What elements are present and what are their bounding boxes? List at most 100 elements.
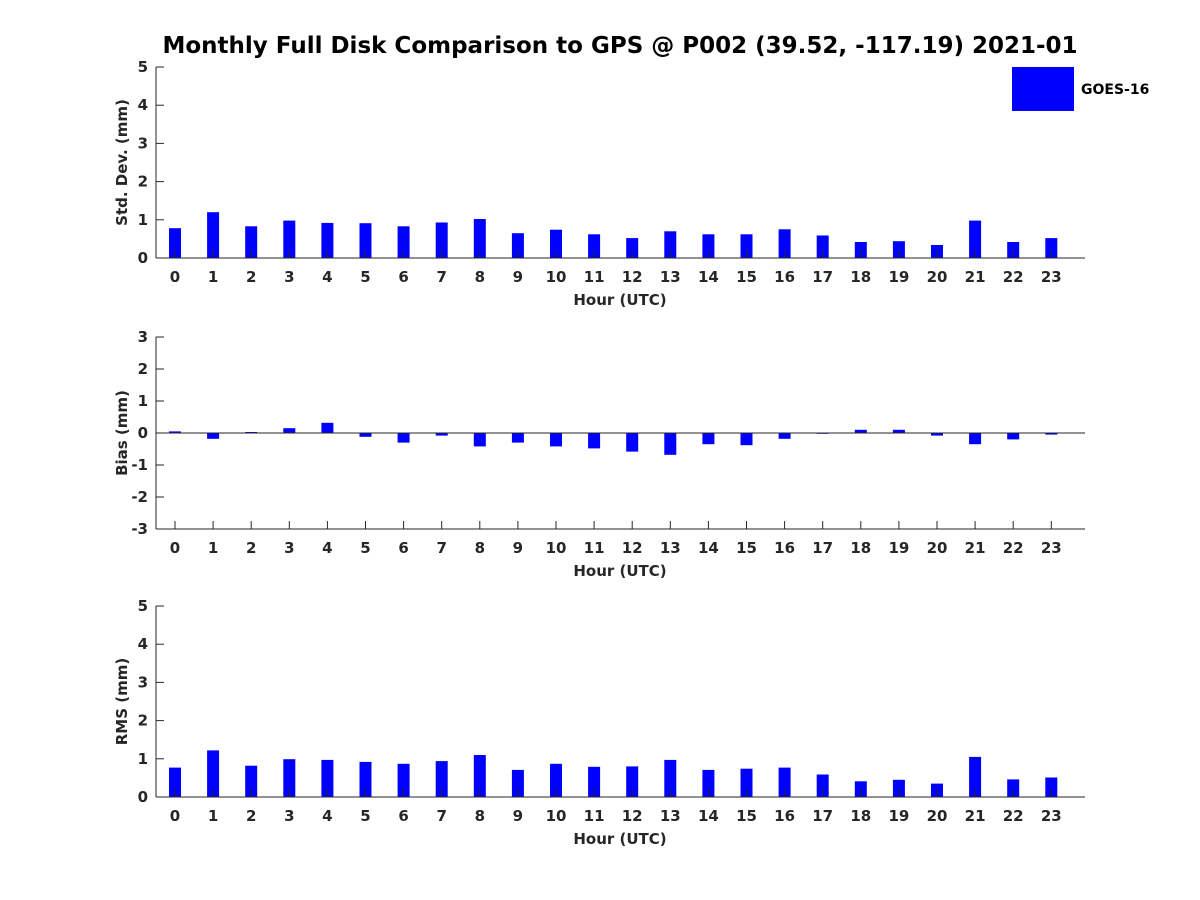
bias-bar-10 [550, 433, 562, 447]
rms-x-tick-label: 4 [322, 807, 332, 825]
std-x-tick-label: 8 [475, 268, 485, 286]
std-x-tick-label: 7 [436, 268, 446, 286]
bias-bar-13 [664, 433, 677, 455]
rms-bar-11 [588, 766, 601, 797]
legend-swatch [1012, 67, 1074, 111]
bias-x-tick-label: 14 [698, 539, 719, 557]
rms-x-tick-label: 15 [736, 807, 757, 825]
std-y-tick-label: 5 [138, 58, 148, 76]
rms-x-tick-label: 22 [1003, 807, 1024, 825]
bias-x-tick-label: 17 [812, 539, 833, 557]
rms-bar-2 [245, 765, 258, 797]
bias-bar-23 [1045, 433, 1058, 435]
std-x-tick-label: 14 [698, 268, 719, 286]
std-x-tick-label: 19 [888, 268, 909, 286]
rms-y-tick-label: 3 [138, 673, 148, 691]
bias-bar-22 [1007, 433, 1020, 440]
std-x-tick-label: 2 [246, 268, 256, 286]
bias-bar-9 [511, 433, 524, 443]
std-bar-15 [740, 234, 753, 258]
std-bar-5 [359, 223, 372, 258]
bias-y-axis-label: Bias (mm) [113, 390, 131, 476]
bias-bar-8 [473, 433, 486, 447]
bias-bar-19 [892, 429, 905, 433]
bias-x-tick-label: 18 [850, 539, 871, 557]
rms-y-tick-label: 0 [138, 788, 148, 806]
std-x-tick-label: 3 [284, 268, 294, 286]
rms-y-tick-label: 1 [138, 750, 148, 768]
bias-bar-4 [321, 422, 334, 433]
rms-x-tick-label: 10 [546, 807, 567, 825]
std-bar-19 [892, 241, 905, 258]
std-x-tick-label: 22 [1003, 268, 1024, 286]
std-x-tick-label: 9 [513, 268, 523, 286]
rms-bar-19 [892, 779, 905, 797]
std-x-tick-label: 0 [170, 268, 180, 286]
rms-x-tick-label: 3 [284, 807, 294, 825]
rms-y-tick-label: 2 [138, 712, 148, 730]
bias-x-tick-label: 20 [927, 539, 948, 557]
bias-bar-0 [169, 431, 181, 433]
bias-y-tick-label: -2 [131, 488, 148, 506]
std-bar-4 [321, 222, 334, 258]
rms-x-tick-label: 14 [698, 807, 719, 825]
rms-x-tick-label: 20 [927, 807, 948, 825]
bias-x-tick-label: 1 [208, 539, 218, 557]
std-y-tick-label: 4 [138, 96, 148, 114]
rms-y-tick-label: 4 [138, 635, 148, 653]
bias-x-tick-label: 13 [660, 539, 681, 557]
rms-bar-7 [435, 761, 448, 797]
chart-title: Monthly Full Disk Comparison to GPS @ P0… [162, 33, 1077, 59]
bias-x-tick-label: 12 [622, 539, 643, 557]
std-x-tick-label: 23 [1041, 268, 1062, 286]
std-x-tick-label: 5 [360, 268, 370, 286]
bias-x-tick-label: 8 [475, 539, 485, 557]
std-x-tick-label: 15 [736, 268, 757, 286]
bias-bar-12 [626, 433, 639, 452]
bias-bar-7 [435, 433, 448, 436]
std-x-tick-label: 21 [965, 268, 986, 286]
rms-bar-10 [550, 763, 562, 797]
bias-x-axis-label: Hour (UTC) [573, 562, 666, 580]
bias-x-tick-label: 4 [322, 539, 332, 557]
rms-x-tick-label: 6 [398, 807, 408, 825]
bias-x-tick-label: 6 [398, 539, 408, 557]
std-bar-8 [473, 219, 486, 258]
rms-x-tick-label: 23 [1041, 807, 1062, 825]
std-x-tick-label: 17 [812, 268, 833, 286]
bias-bar-3 [283, 428, 296, 433]
bias-x-tick-label: 22 [1003, 539, 1024, 557]
std-bar-21 [969, 220, 982, 258]
std-x-tick-label: 10 [546, 268, 567, 286]
rms-x-tick-label: 2 [246, 807, 256, 825]
std-bar-1 [207, 212, 220, 258]
std-bar-16 [778, 229, 791, 258]
std-bar-2 [245, 226, 258, 258]
bias-x-tick-label: 23 [1041, 539, 1062, 557]
std-bar-17 [816, 235, 829, 258]
bias-x-tick-label: 15 [736, 539, 757, 557]
std-x-tick-label: 11 [584, 268, 605, 286]
std-y-axis-label: Std. Dev. (mm) [113, 99, 131, 226]
bias-bar-6 [397, 433, 410, 443]
std-bar-14 [702, 234, 715, 258]
rms-x-axis-label: Hour (UTC) [573, 830, 666, 848]
bias-y-tick-label: -1 [131, 456, 148, 474]
bias-x-tick-label: 9 [513, 539, 523, 557]
rms-bar-14 [702, 769, 715, 797]
std-bar-11 [588, 234, 601, 258]
bias-bar-16 [778, 433, 791, 439]
rms-x-tick-label: 9 [513, 807, 523, 825]
std-x-tick-label: 6 [398, 268, 408, 286]
rms-x-tick-label: 0 [170, 807, 180, 825]
rms-x-tick-label: 8 [475, 807, 485, 825]
rms-x-tick-label: 5 [360, 807, 370, 825]
std-y-tick-label: 1 [138, 211, 148, 229]
rms-bar-22 [1007, 779, 1020, 797]
bias-x-tick-label: 21 [965, 539, 986, 557]
std-x-tick-label: 18 [850, 268, 871, 286]
